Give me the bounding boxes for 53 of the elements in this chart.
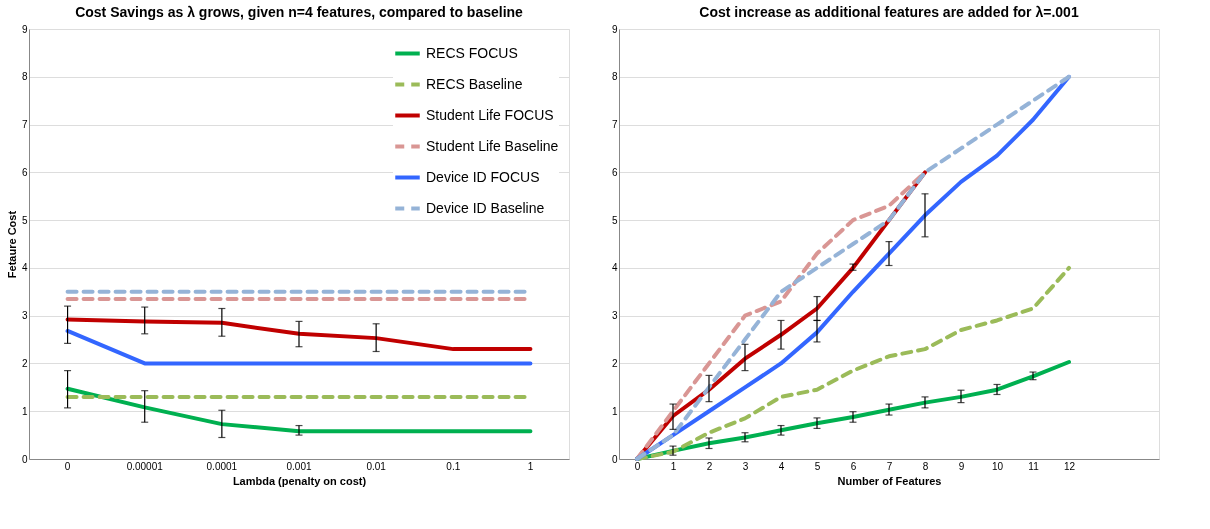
chart-title: Cost Savings as λ grows, given n=4 features, compared to baseline bbox=[75, 4, 524, 20]
x-tick-label: 0.1 bbox=[446, 460, 461, 472]
x-axis-title: Number of Features bbox=[837, 474, 942, 487]
x-tick-label: 4 bbox=[778, 460, 785, 472]
x-tick-label: 0.001 bbox=[286, 460, 312, 472]
x-tick-label: 0.00001 bbox=[126, 460, 164, 472]
legend-label: Student Life FOCUS bbox=[426, 106, 554, 123]
y-tick-label: 9 bbox=[611, 23, 618, 35]
line-series bbox=[635, 265, 1071, 461]
x-tick-label: 0.01 bbox=[366, 460, 387, 472]
line-series bbox=[65, 317, 533, 352]
y-tick-label: 6 bbox=[21, 166, 28, 178]
x-tick-label: 0.0001 bbox=[206, 460, 238, 472]
x-tick-label: 1 bbox=[527, 460, 534, 472]
y-tick-label: 5 bbox=[611, 214, 618, 226]
y-tick-label: 3 bbox=[611, 310, 618, 322]
x-tick-label: 10 bbox=[991, 460, 1004, 472]
x-tick-label: 0 bbox=[634, 460, 641, 472]
y-tick-label: 1 bbox=[611, 405, 618, 417]
y-tick-label: 8 bbox=[21, 71, 28, 83]
x-tick-label: 8 bbox=[922, 460, 929, 472]
y-axis-title: Fetaure Cost bbox=[5, 210, 18, 279]
y-tick-label: 6 bbox=[611, 166, 618, 178]
y-tick-label: 8 bbox=[611, 71, 618, 83]
x-tick-label: 9 bbox=[958, 460, 965, 472]
y-tick-label: 4 bbox=[611, 262, 618, 274]
y-tick-label: 2 bbox=[611, 357, 618, 369]
legend-label: Student Life Baseline bbox=[426, 137, 559, 154]
x-tick-label: 6 bbox=[850, 460, 857, 472]
y-tick-label: 2 bbox=[21, 357, 28, 369]
y-tick-label: 3 bbox=[21, 310, 28, 322]
x-tick-label: 3 bbox=[742, 460, 749, 472]
legend-label: RECS FOCUS bbox=[426, 44, 518, 61]
x-tick-label: 0 bbox=[64, 460, 71, 472]
line-series bbox=[65, 386, 533, 434]
legend-label: RECS Baseline bbox=[426, 75, 523, 92]
x-tick-label: 1 bbox=[670, 460, 677, 472]
y-tick-label: 7 bbox=[611, 119, 618, 131]
chart-title: Cost increase as additional features are added for λ=.001 bbox=[699, 4, 1079, 20]
legend-label: Device ID Baseline bbox=[426, 199, 545, 216]
y-tick-label: 4 bbox=[21, 262, 28, 274]
x-axis-title: Lambda (penalty on cost) bbox=[232, 474, 367, 487]
line-series bbox=[635, 74, 1071, 461]
y-tick-label: 9 bbox=[21, 23, 28, 35]
y-tick-label: 5 bbox=[21, 214, 28, 226]
x-tick-label: 11 bbox=[1028, 460, 1040, 472]
x-tick-label: 12 bbox=[1063, 460, 1076, 472]
y-tick-label: 7 bbox=[21, 119, 28, 131]
x-tick-label: 5 bbox=[814, 460, 821, 472]
legend-label: Device ID FOCUS bbox=[426, 168, 540, 185]
x-tick-label: 2 bbox=[706, 460, 713, 472]
x-tick-label: 7 bbox=[886, 460, 893, 472]
y-tick-label: 1 bbox=[21, 405, 28, 417]
